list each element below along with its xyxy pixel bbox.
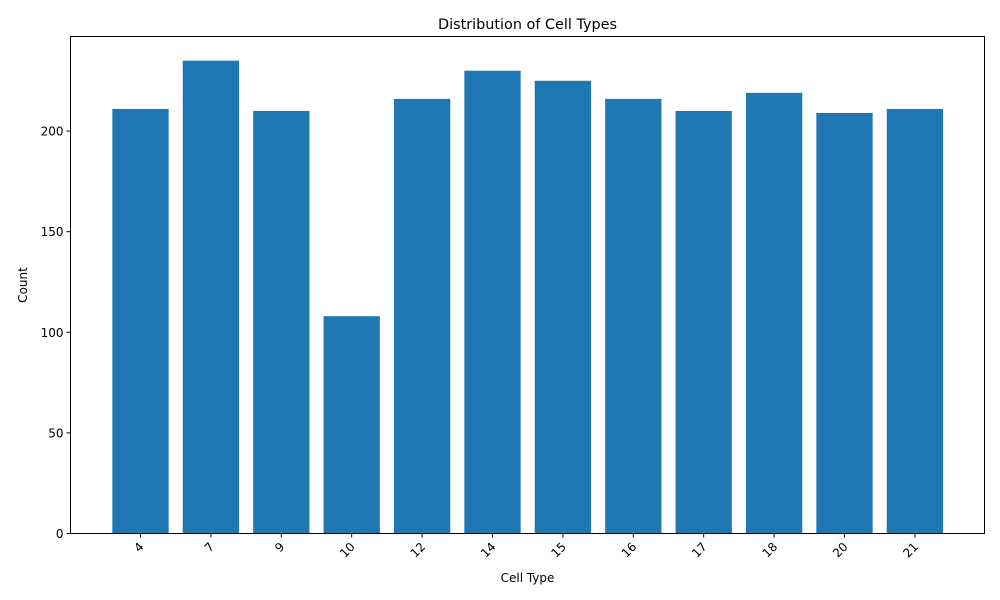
bar-9 [253, 110, 310, 534]
bar-18 [745, 92, 803, 534]
bar-10 [323, 316, 380, 534]
y-axis: 0 50 100 150 200 [41, 125, 71, 541]
chart-title: Distribution of Cell Types [438, 17, 617, 33]
bar-15 [534, 80, 592, 534]
bar-4 [112, 108, 169, 534]
bar-16 [605, 98, 662, 534]
bar-17 [675, 110, 732, 534]
y-tick-label: 50 [48, 426, 63, 440]
y-tick-label: 150 [41, 225, 64, 239]
y-tick-label: 0 [56, 527, 64, 541]
plot-frame [70, 36, 985, 534]
bar-12 [393, 98, 451, 534]
y-axis-label: Count [16, 267, 30, 303]
bar-group [112, 60, 944, 534]
bar-7 [182, 60, 240, 534]
bar-14 [464, 70, 521, 534]
y-tick-label: 200 [41, 125, 64, 139]
bar-20 [816, 112, 873, 534]
x-axis-label: Cell Type [501, 571, 555, 585]
bar-21 [886, 108, 944, 534]
y-tick-label: 100 [41, 326, 64, 340]
